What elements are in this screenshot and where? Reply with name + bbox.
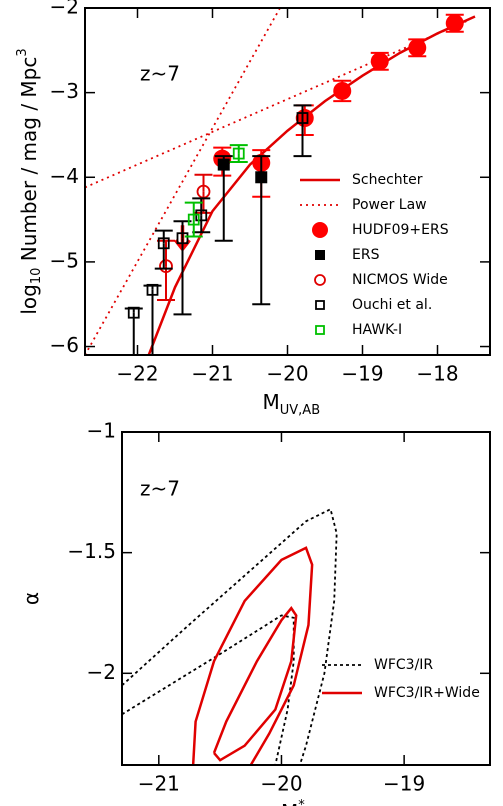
plot-frame: [84, 7, 491, 356]
error-bar: [192, 197, 211, 234]
x-tick-label: −21: [138, 772, 180, 796]
error-bar: [229, 144, 248, 164]
point: [296, 112, 309, 124]
legend-label: Power Law: [352, 197, 427, 213]
legend-label: Schechter: [352, 172, 423, 188]
y-tick-label: −1: [87, 419, 116, 443]
legend-label: Ouchi et al.: [352, 297, 432, 313]
point: [159, 259, 173, 274]
x-label-sup: *: [298, 798, 305, 806]
curve: [122, 614, 295, 765]
legend-label: HUDF09+ERS: [352, 222, 449, 238]
legend-label: ERS: [352, 247, 380, 263]
x-label-main: M: [263, 390, 280, 414]
y-label-main: α: [19, 592, 43, 605]
curve: [85, 8, 281, 355]
x-tick-label: −22: [116, 362, 158, 386]
x-tick-label: −21: [191, 362, 233, 386]
y-tick-label: −3: [50, 79, 79, 103]
point: [333, 81, 352, 100]
legend-swatch: [315, 250, 325, 260]
y-axis-label: log10 Number / mag / Mpc3: [15, 48, 44, 314]
y-label-sup: 3: [15, 48, 30, 56]
x-tick-label: −19: [383, 772, 425, 796]
legend-swatch: [312, 222, 328, 238]
point: [255, 171, 268, 184]
point: [157, 237, 170, 250]
point: [408, 38, 427, 57]
y-tick-label: −2: [87, 660, 116, 684]
point: [146, 283, 159, 296]
point: [232, 147, 245, 160]
x-label-main: M: [281, 800, 298, 806]
error-bar: [184, 201, 203, 238]
y-tick-label: −5: [50, 248, 79, 272]
y-tick-label: −4: [50, 164, 79, 188]
legend-label: HAWK-I: [352, 322, 402, 338]
x-tick-label: −18: [416, 362, 458, 386]
curve: [122, 507, 338, 765]
y-label-pre: log: [17, 284, 41, 315]
point: [187, 213, 200, 226]
error-bar: [293, 104, 312, 158]
plot-frame: [121, 431, 491, 766]
point: [127, 306, 140, 319]
annotation: z~7: [140, 62, 180, 86]
x-axis-label: M*UV,AB: [281, 798, 339, 806]
plot-area: [122, 507, 338, 765]
point: [295, 109, 314, 128]
legend-swatch: [314, 274, 326, 286]
x-axis-label: MUV,AB: [263, 390, 321, 418]
x-tick-label: −20: [266, 362, 308, 386]
point: [370, 52, 389, 71]
point: [176, 232, 189, 245]
curve: [191, 546, 314, 765]
curve: [212, 606, 298, 762]
y-tick-label: −2: [50, 0, 79, 19]
error-bar: [173, 220, 192, 316]
x-tick-label: −20: [260, 772, 302, 796]
y-axis-label: α: [19, 592, 43, 605]
error-bar: [214, 155, 233, 242]
x-tick-label: −19: [341, 362, 383, 386]
point: [217, 158, 230, 171]
error-bar: [194, 173, 213, 214]
legend-label: WFC3/IR+Wide: [374, 685, 480, 701]
legend-swatch: [315, 325, 325, 335]
x-label-sub: UV,AB: [280, 403, 320, 418]
y-label-main: Number / mag / Mpc: [17, 57, 41, 268]
legend-label: NICMOS Wide: [352, 272, 448, 288]
y-tick-label: −6: [50, 333, 79, 357]
plot-area: [85, 8, 476, 355]
annotation: z~7: [140, 477, 180, 501]
legend-swatch: [315, 300, 325, 310]
point: [445, 14, 464, 33]
legend-label: WFC3/IR: [374, 657, 433, 673]
y-label-sub: 10: [29, 268, 44, 285]
error-bar: [143, 284, 162, 355]
y-tick-label: −1.5: [67, 539, 116, 563]
